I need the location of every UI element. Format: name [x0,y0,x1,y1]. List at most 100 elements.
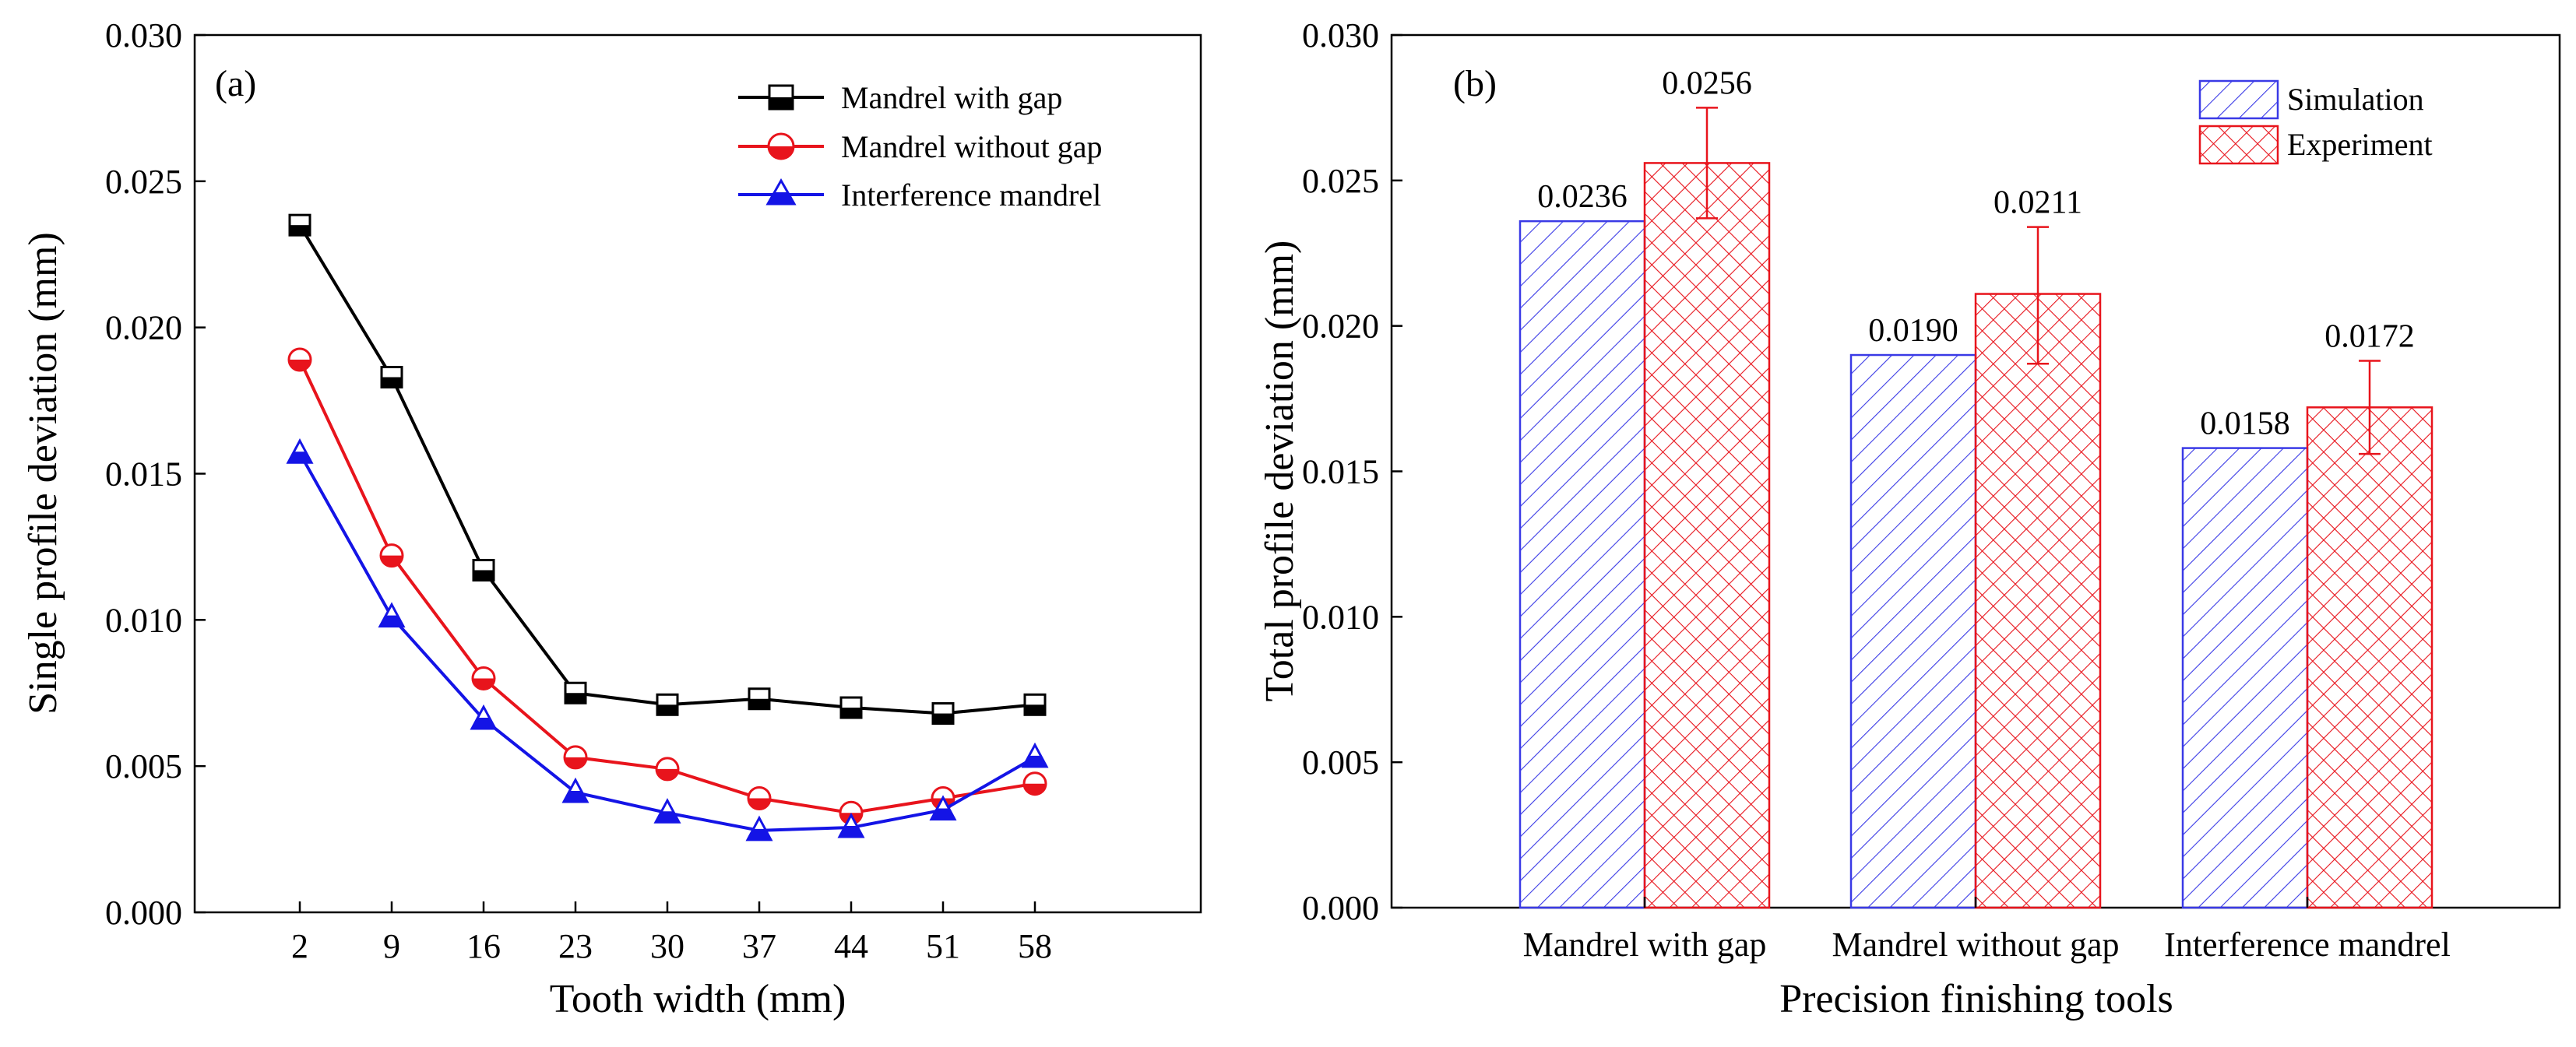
x-tick-label: Mandrel with gap [1523,926,1767,964]
legend-item-mandrel-without-gap: Mandrel without gap [738,129,1103,164]
square-marker-fill [473,570,494,581]
bar-value-label: 0.0236 [1537,179,1628,215]
legend-label: Simulation [2287,82,2424,117]
x-tick-label: 30 [650,927,684,965]
legend-item-interference-mandrel: Interference mandrel [738,177,1101,213]
series-experiment: 0.0256 0.0211 0.0172 [1643,65,2433,909]
data-point [288,213,311,237]
data-point [1021,742,1049,768]
data-point [1022,771,1047,796]
panel-a-series [286,213,1049,841]
panel-b-x-ticks: Mandrel with gap Mandrel without gap Inter… [1523,897,2451,964]
circle-marker-fill [565,757,586,768]
y-tick-label: 0.030 [1302,16,1379,54]
diagonal-hatch-swatch-icon [2198,79,2279,120]
square-marker-fill [382,377,402,388]
panel-b-label: (b) [1453,63,1497,104]
y-tick-label: 0.025 [105,163,182,201]
x-tick-label: Interference mandrel [2164,926,2451,964]
panel-a-x-ticks: 2 9 16 23 30 37 44 51 58 [291,901,1052,965]
panel-a-y-ticks: 0.000 0.005 0.010 0.015 0.020 0.025 0.030 [105,16,206,932]
triangle-marker-fill [380,615,403,627]
data-point [1023,693,1047,716]
square-marker-fill [933,713,953,724]
circle-marker-fill [748,798,770,810]
data-point [745,815,773,841]
bar [1519,220,1646,909]
data-point [929,795,957,821]
circle-marker-fill [656,768,678,780]
x-tick-label: 44 [834,927,868,965]
panel-b-y-axis-title: Total profile deviation (mm) [1258,241,1302,702]
triangle-marker-fill [748,828,771,840]
data-point [653,798,681,824]
x-tick-label: 37 [742,927,776,965]
triangle-marker-fill [288,451,311,463]
data-point [656,693,679,716]
y-tick-label: 0.000 [105,894,182,932]
x-tick-label: 2 [291,927,308,965]
legend-label: Mandrel without gap [841,129,1103,164]
panel-a-line-chart: 0.000 0.005 0.010 0.015 0.020 0.025 0.030 2 9 16… [21,16,1202,1021]
data-point [471,666,496,690]
series-interference-mandrel [286,438,1049,841]
panel-b-bars: 0.0236 0.0190 0.0158 0.0256 0.0211 0.0172 [1519,65,2433,909]
bar [1643,162,1771,909]
data-point [837,812,865,838]
error-bar [2027,226,2049,365]
circle-marker-fill [381,555,403,567]
data-point [470,704,498,730]
legend-label: Mandrel with gap [841,80,1062,115]
triangle-marker-fill [656,811,679,823]
panel-b-x-axis-title: Precision finishing tools [1779,977,2173,1021]
bar-value-label: 0.0190 [1868,313,1958,349]
x-tick-label: 16 [466,927,501,965]
data-point [378,602,406,628]
bar-value-label: 0.0158 [2200,406,2290,442]
data-point [286,438,314,464]
bar [2181,447,2309,909]
bar-value-label: 0.0211 [1994,185,2082,221]
bar-value-label: 0.0256 [1662,65,1752,101]
x-tick-label: 9 [383,927,400,965]
square-marker-fill [565,693,586,704]
data-point [563,745,588,770]
square-marker-fill [290,225,310,236]
data-point [380,366,403,389]
legend-item-simulation: Simulation [2198,79,2424,120]
data-point [564,681,587,704]
data-point [839,696,863,719]
series-line [298,224,1036,715]
bar-value-label: 0.0172 [2324,319,2415,355]
series-simulation: 0.0236 0.0190 0.0158 [1519,179,2309,909]
panel-a-x-axis-title: Tooth width (mm) [550,977,846,1021]
series-mandrel-without-gap [287,347,1047,825]
circle-marker-fill [289,359,311,371]
triangle-marker-fill [1023,755,1047,767]
panel-a-frame [193,33,1202,914]
panel-a-legend: Mandrel with gap Mandrel without gap Int… [738,80,1103,213]
y-tick-label: 0.010 [1302,598,1379,636]
panel-b-legend: Simulation Experiment [2198,79,2433,165]
y-tick-label: 0.005 [105,747,182,785]
panel-a-y-axis-title: Single profile deviation (mm) [21,232,65,715]
bar [1849,353,1977,909]
data-point [287,347,312,372]
data-point [379,543,404,568]
circle-marker-fill [473,678,494,690]
square-marker-fill [749,698,769,709]
data-point [561,777,589,803]
triangle-marker-fill [931,808,955,820]
panel-a-label: (a) [215,63,256,104]
legend-item-experiment: Experiment [2198,125,2433,165]
y-tick-label: 0.030 [105,16,182,54]
series-line [298,359,1036,815]
circle-marker-fill [1024,783,1046,795]
x-tick-label: Mandrel without gap [1832,926,2119,964]
y-tick-label: 0.005 [1302,743,1379,782]
bar [2306,406,2433,909]
y-tick-label: 0.015 [105,455,182,494]
bar [1974,293,2102,909]
x-tick-label: 58 [1018,927,1052,965]
